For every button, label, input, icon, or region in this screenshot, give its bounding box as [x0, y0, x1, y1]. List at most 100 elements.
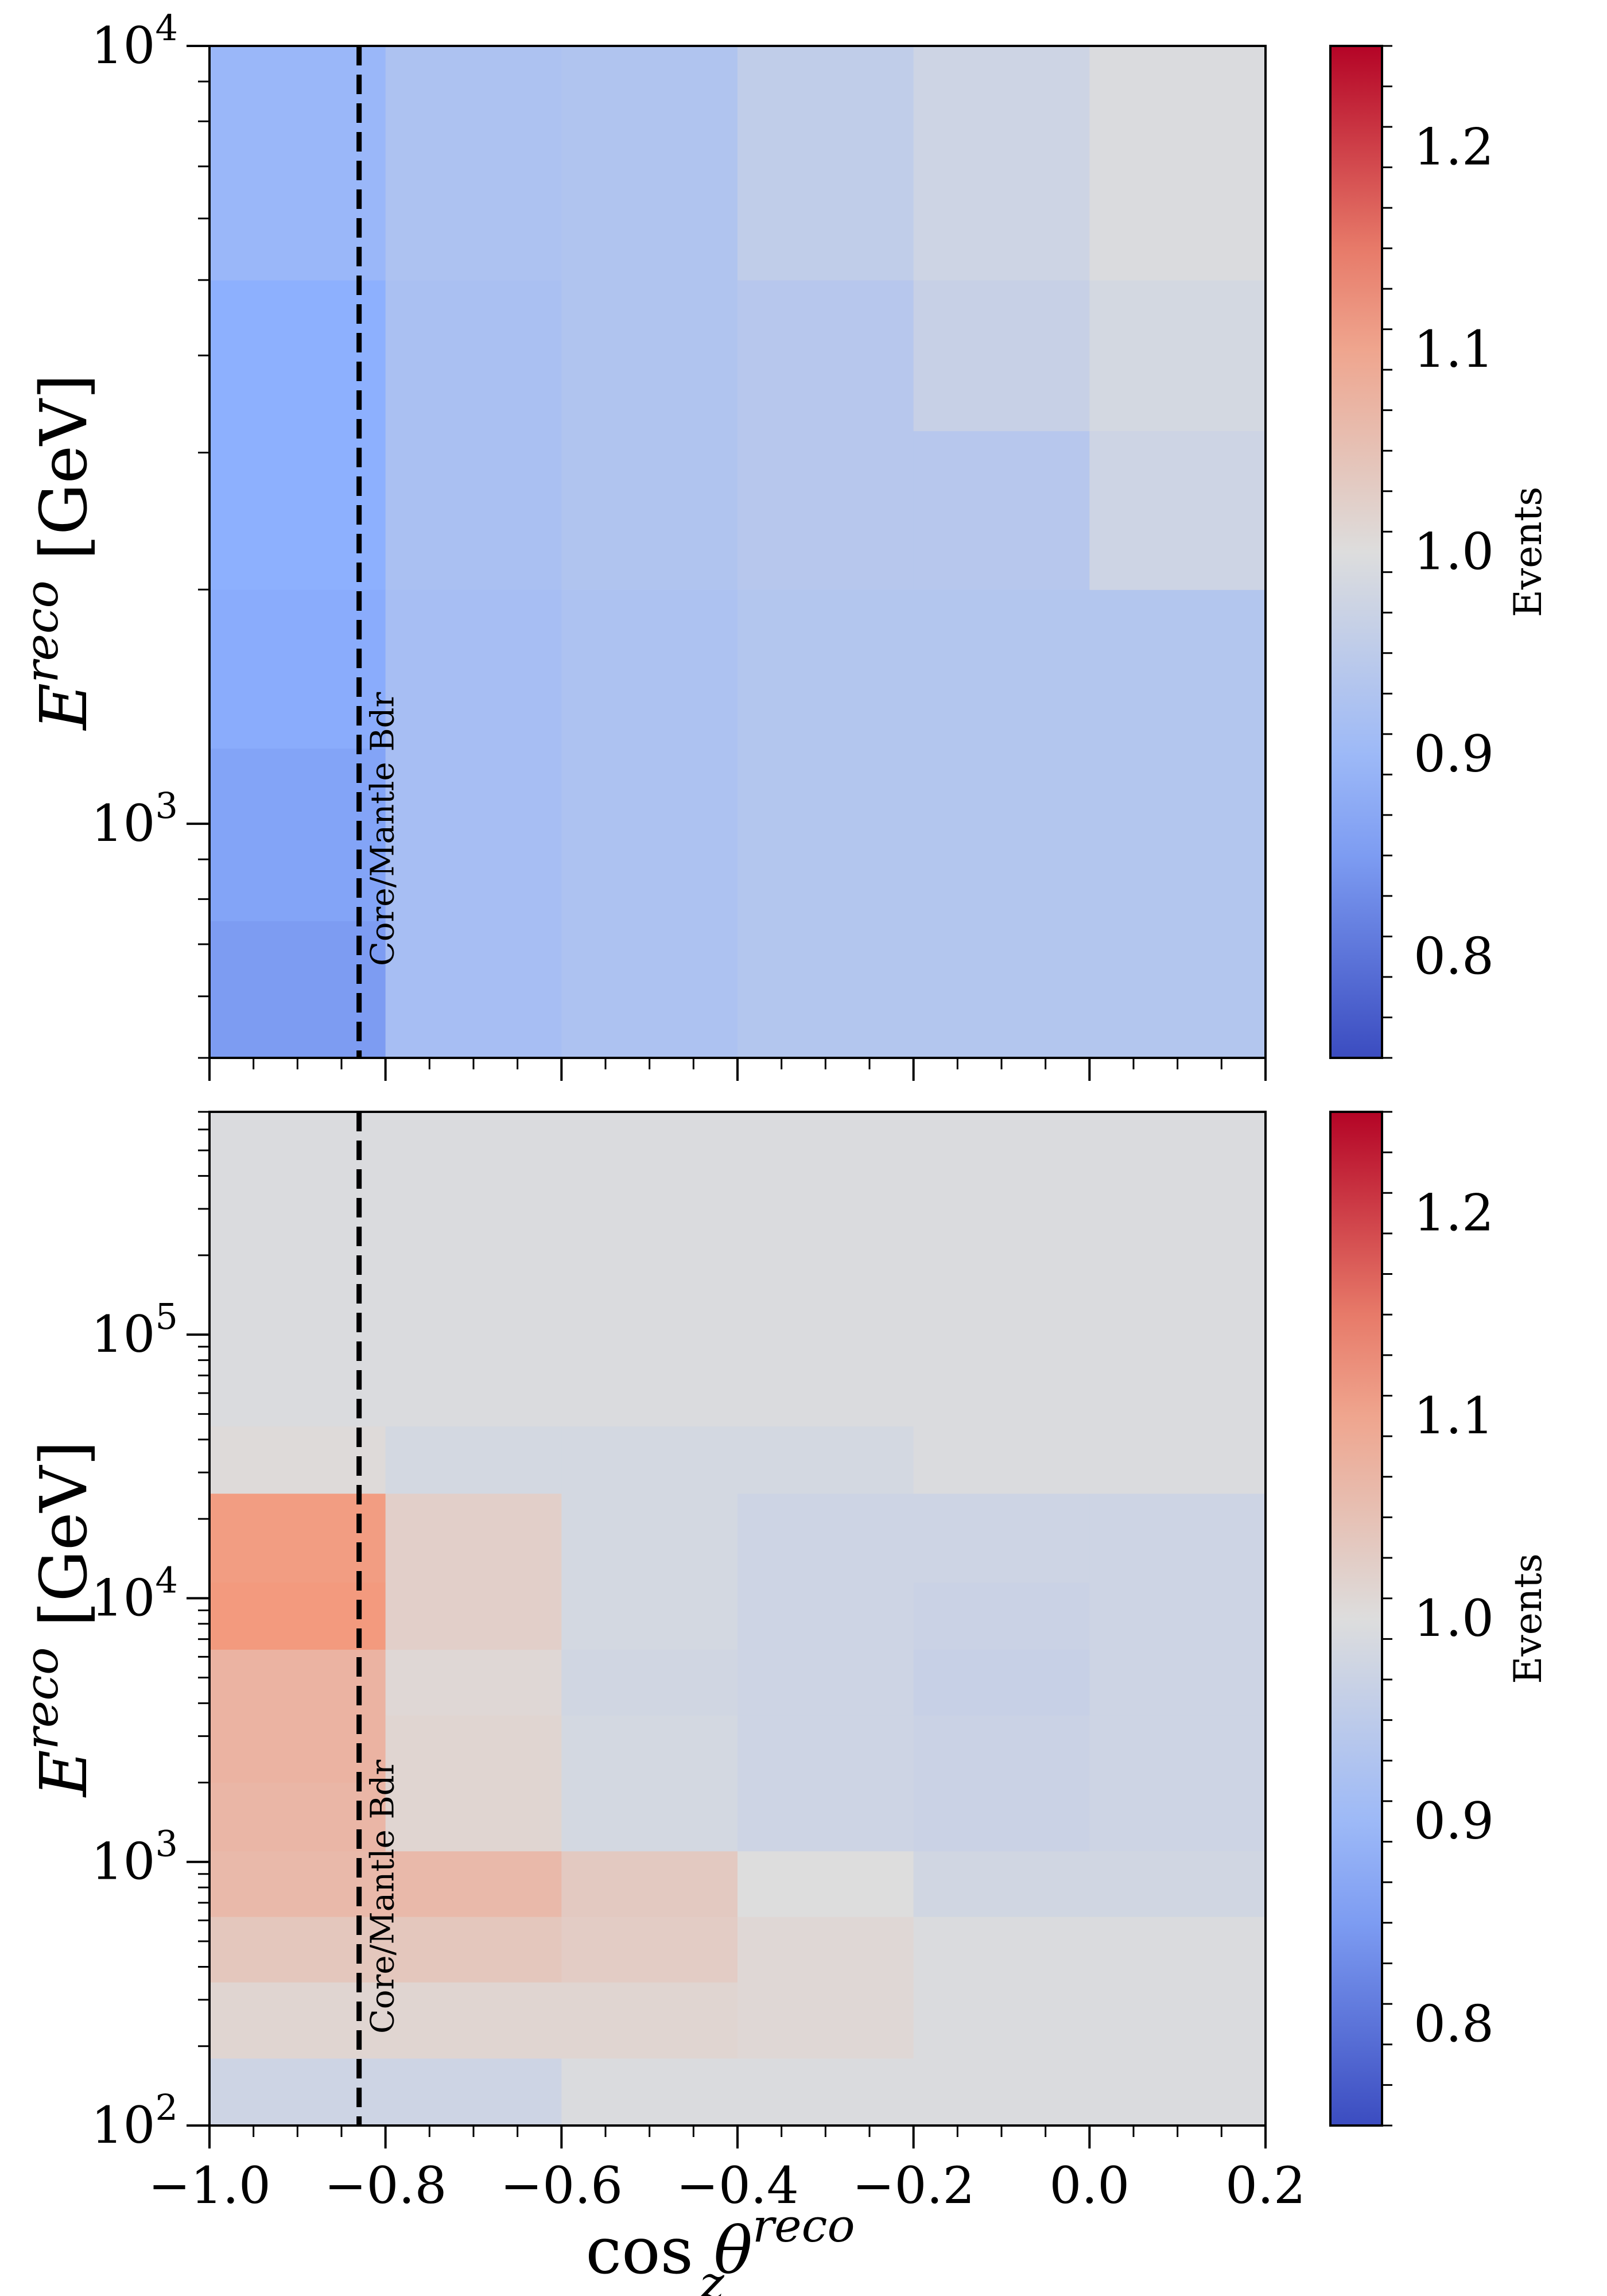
y-axis-label: Ereco [GeV] [15, 1441, 102, 1798]
y-tick-label: 104 [91, 1559, 178, 1627]
y-tick-label: 102 [91, 2086, 178, 2155]
heatmap-cell [1089, 1426, 1266, 1494]
heatmap-cell [561, 1582, 738, 1650]
heatmap-cell [209, 2058, 386, 2126]
heatmap-cell [1089, 2058, 1266, 2126]
y-tick-label: 105 [91, 1296, 178, 1364]
heatmap-cell [209, 1426, 386, 1494]
heatmap-cell [1089, 1715, 1266, 1783]
heatmap-cell [1089, 1493, 1266, 1583]
heatmap-cell [913, 1649, 1090, 1716]
x-tick-label: −0.2 [852, 2156, 975, 2215]
heatmap-cell [385, 1782, 562, 1852]
x-tick-label: −0.8 [324, 2156, 447, 2215]
heatmap-cell [561, 921, 738, 1058]
heatmap-cell [737, 1112, 914, 1361]
heatmap-cell [737, 46, 914, 281]
heatmap-cell [385, 1493, 562, 1583]
heatmap-cell [913, 748, 1090, 921]
heatmap-cell [561, 1982, 738, 2059]
heatmap-cell [913, 1782, 1090, 1852]
heatmap-cell [561, 1715, 738, 1783]
heatmap-cell [1089, 1112, 1266, 1361]
x-ticks [208, 1058, 1267, 1081]
heatmap-cell [561, 748, 738, 921]
colorbar-tick-label: 1.0 [1414, 522, 1494, 581]
heatmap-cell [913, 1982, 1090, 2059]
heatmap-cells [209, 46, 1266, 1058]
colorbar-tick-label: 1.0 [1414, 1589, 1494, 1648]
heatmap-cell [913, 1917, 1090, 1983]
colorbar-tick-label: 0.9 [1414, 1791, 1494, 1851]
heatmap-cell [737, 1917, 914, 1983]
colorbar-tick-label: 0.8 [1414, 927, 1494, 986]
heatmap-cell [561, 589, 738, 749]
heatmap-cell [1089, 1851, 1266, 1917]
heatmap-cell [1089, 46, 1266, 281]
heatmap-cell [1089, 1982, 1266, 2059]
heatmap-cell [385, 430, 562, 590]
heatmap-cell [1089, 1360, 1266, 1427]
y-ticks [187, 1111, 209, 2127]
heatmap-cell [737, 1715, 914, 1783]
colorbar-tick-label: 1.1 [1414, 1386, 1494, 1445]
heatmap-cell [385, 280, 562, 432]
heatmap-cell [737, 430, 914, 590]
heatmap-cell [209, 1493, 386, 1583]
y-axis-label: Ereco [GeV] [15, 374, 102, 731]
heatmap-cell [913, 1112, 1090, 1361]
colorbar-tick-label: 1.2 [1414, 117, 1494, 176]
heatmap-cell [737, 1582, 914, 1650]
heatmap-cell [385, 748, 562, 921]
heatmap-cell [561, 1649, 738, 1716]
heatmap-cell [209, 1917, 386, 1983]
heatmap-cell [913, 46, 1090, 281]
heatmap-cell [737, 1426, 914, 1494]
heatmap-cell [209, 1982, 386, 2059]
heatmap-cell [385, 1982, 562, 2059]
colorbar-tick-label: 1.1 [1414, 320, 1494, 379]
heatmap-cell [209, 46, 386, 281]
heatmap-cell [1089, 589, 1266, 749]
heatmap-cell [1089, 280, 1266, 432]
heatmap-cell [737, 1982, 914, 2059]
heatmap-cell [913, 1493, 1090, 1583]
boundary-annotation: Core/Mantle Bdr [364, 692, 402, 966]
heatmap-cell [1089, 1649, 1266, 1716]
heatmap-cell [1089, 1917, 1266, 1983]
heatmap-cell [737, 1360, 914, 1427]
colorbar: 0.8 0.9 1.0 1.1 1.2 Events [1329, 1111, 1550, 2127]
x-axis-label: cos θreco z [585, 2199, 855, 2296]
colorbar-frame [1329, 45, 1383, 1059]
panel-top: Core/Mantle Bdr 103 104 Ereco [GeV] 0.8 0.9 1.… [15, 7, 1550, 1081]
colorbar-gradient [1330, 1112, 1382, 2126]
heatmap-cell [737, 2058, 914, 2126]
heatmap-cell [561, 1851, 738, 1917]
heatmap-cell [385, 1715, 562, 1783]
heatmap-cell [209, 1782, 386, 1852]
heatmap-cell [737, 1782, 914, 1852]
heatmap-cell [209, 1582, 386, 1650]
heatmap-cell [1089, 1582, 1266, 1650]
y-tick-label: 103 [91, 1823, 178, 1891]
heatmap-cell [385, 921, 562, 1058]
heatmap-cell [913, 280, 1090, 432]
heatmap-cell [385, 1112, 562, 1361]
colorbar-label: Events [1506, 1553, 1550, 1684]
heatmap-cell [1089, 748, 1266, 921]
colorbar-frame [1329, 1111, 1383, 2127]
heatmap-cell [1089, 921, 1266, 1058]
heatmap-cell [561, 1493, 738, 1583]
colorbar-tick-label: 1.2 [1414, 1184, 1494, 1243]
heatmap-cell [385, 1649, 562, 1716]
heatmap-cell [737, 1851, 914, 1917]
heatmap-cell [561, 1917, 738, 1983]
heatmap-cell [913, 921, 1090, 1058]
heatmap-cell [385, 1582, 562, 1650]
heatmap-cell [1089, 1782, 1266, 1852]
panel-bottom: Core/Mantle Bdr 102 103 104 105 Ereco [GeV] 0.… [15, 1111, 1550, 2296]
colorbar-label: Events [1506, 487, 1550, 617]
heatmap-cell [737, 1649, 914, 1716]
heatmap-cell [737, 748, 914, 921]
